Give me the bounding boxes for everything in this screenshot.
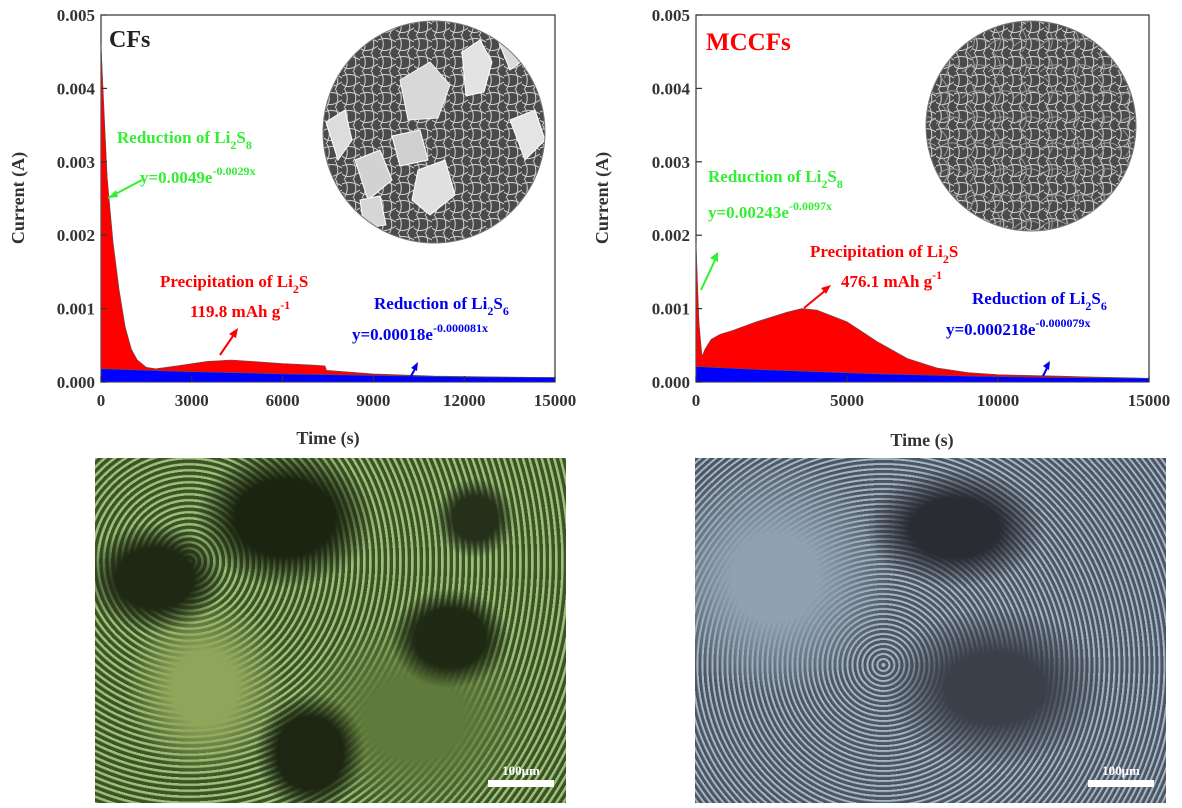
annotation-li2s6: Reduction of Li2S6 y=0.00018e-0.000081x (352, 294, 509, 379)
annotation-label: Precipitation of Li2S (160, 272, 308, 296)
y-tick-label: 0.001 (57, 300, 95, 319)
scale-bar-line (488, 780, 554, 787)
x-tick-label: 15000 (1128, 391, 1171, 410)
annotation-equation: y=0.000218e-0.000079x (946, 316, 1090, 339)
y-tick-label: 0.000 (57, 373, 95, 392)
annotation-li2s-precip: Precipitation of Li2S 119.8 mAh g-1 (160, 272, 308, 356)
annotation-capacity: 119.8 mAh g-1 (190, 298, 290, 321)
annotation-equation: y=0.00018e-0.000081x (352, 321, 488, 344)
annotation-li2s-precip: Precipitation of Li2S 476.1 mAh g-1 (803, 242, 958, 309)
scale-bar-line (1088, 780, 1154, 787)
annotation-arrow (219, 332, 236, 356)
y-tick-label: 0.005 (652, 6, 690, 25)
annotation-label: Reduction of Li2S6 (374, 294, 509, 318)
y-tick-label: 0.001 (652, 300, 690, 319)
x-tick-label: 15000 (534, 391, 577, 410)
chart-mccfs: 0 5000 10000 15000 0.000 0.001 0.002 0.003 0.00… (592, 6, 1170, 451)
annotation-capacity: 476.1 mAh g-1 (841, 268, 942, 291)
series-area-li2s-precipitation (100, 44, 556, 383)
series-area-li2s-precipitation (695, 242, 1150, 383)
annotation-li2s8: Reduction of Li2S8 y=0.0049e-0.0029x (107, 128, 255, 199)
annotation-li2s8: Reduction of Li2S8 y=0.00243e-0.0097x (700, 167, 843, 291)
y-axis-label: Current (A) (592, 152, 613, 244)
annotation-arrow (700, 257, 717, 291)
sem-inset-cfs (322, 20, 546, 244)
sem-inset-mccfs (925, 20, 1137, 232)
y-tick-label: 0.004 (652, 79, 691, 98)
annotation-equation: y=0.0049e-0.0029x (140, 164, 255, 187)
annotation-label: Precipitation of Li2S (810, 242, 958, 266)
annotation-arrow (803, 289, 827, 309)
y-tick-label: 0.005 (57, 6, 95, 25)
y-tick-label: 0.003 (57, 153, 95, 172)
annotation-li2s6: Reduction of Li2S6 y=0.000218e-0.000079x (946, 289, 1107, 377)
scale-bar: 100μm (1088, 763, 1154, 787)
chart-title: MCCFs (706, 29, 791, 56)
x-tick-label: 5000 (830, 391, 864, 410)
annotation-equation: y=0.00243e-0.0097x (708, 199, 832, 222)
optical-micrograph-mccfs: 100μm (695, 458, 1166, 803)
y-tick-label: 0.003 (652, 153, 690, 172)
x-tick-label: 10000 (977, 391, 1020, 410)
x-axis-label: Time (s) (890, 430, 953, 451)
annotation-label: Reduction of Li2S8 (708, 167, 843, 191)
x-tick-label: 3000 (175, 391, 209, 410)
x-tick-label: 0 (97, 391, 106, 410)
y-tick-label: 0.004 (57, 79, 96, 98)
annotation-label: Reduction of Li2S8 (117, 128, 252, 152)
x-tick-label: 9000 (356, 391, 390, 410)
scale-bar-label: 100μm (1102, 763, 1140, 778)
charts-figure: 0 3000 6000 9000 12000 15000 0.0000.0010.0020… (8, 6, 1170, 451)
scale-bar: 100μm (488, 763, 554, 787)
y-tick-label: 0.002 (57, 226, 95, 245)
x-axis-label: Time (s) (296, 428, 359, 449)
chart-cfs: 0 3000 6000 9000 12000 15000 0.000 0.001 0.002 0… (8, 6, 576, 449)
chart-title: CFs (109, 27, 150, 53)
x-tick-label: 0 (692, 391, 701, 410)
x-tick-label: 6000 (266, 391, 300, 410)
y-tick-label: 0.000 (652, 373, 690, 392)
y-axis-label: Current (A) (8, 152, 29, 244)
x-tick-label: 12000 (443, 391, 486, 410)
annotation-label: Reduction of Li2S6 (972, 289, 1107, 313)
y-tick-label: 0.002 (652, 226, 690, 245)
scale-bar-label: 100μm (502, 763, 540, 778)
optical-micrograph-cfs: 100μm (95, 458, 566, 803)
